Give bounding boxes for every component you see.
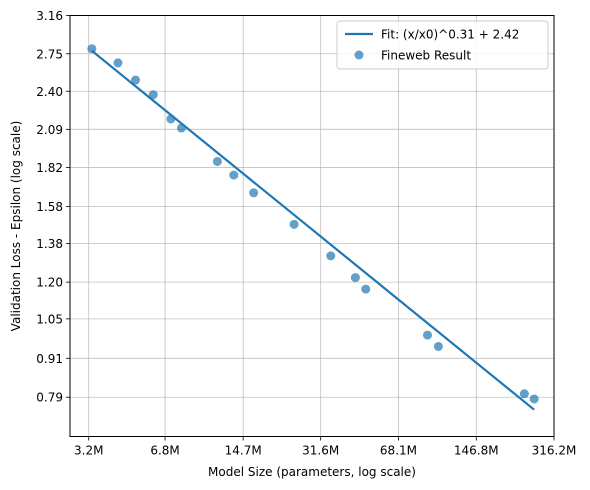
data-point	[519, 389, 529, 399]
data-point	[361, 284, 371, 294]
data-point	[326, 251, 336, 261]
data-point	[249, 188, 259, 198]
x-tick-label: 14.7M	[225, 444, 262, 458]
y-tick-label: 2.75	[36, 47, 63, 61]
legend-label-fineweb: Fineweb Result	[381, 49, 471, 63]
x-tick-label: 68.1M	[380, 444, 417, 458]
data-point	[212, 156, 222, 166]
data-point	[529, 394, 539, 404]
data-point	[422, 330, 432, 340]
data-point	[131, 75, 141, 85]
x-tick-label: 3.2M	[74, 444, 103, 458]
y-axis-label: Validation Loss - Epsilon (log scale)	[9, 121, 23, 332]
y-tick-label: 2.40	[36, 85, 63, 99]
data-point	[433, 341, 443, 351]
data-point	[350, 273, 360, 283]
scatter-points-layer	[87, 44, 539, 404]
y-tick-label: 1.05	[36, 312, 63, 326]
x-tick-label: 316.2M	[532, 444, 577, 458]
data-point	[289, 219, 299, 229]
y-tick-label: 3.16	[36, 9, 63, 23]
legend: Fit: (x/x0)^0.31 + 2.42 Fineweb Result	[336, 20, 549, 70]
y-axis-ticks: 0.79 0.91 1.05 1.20 1.38 1.58 1.82 2.09 2.40 2.75…	[36, 9, 70, 405]
y-tick-label: 0.79	[36, 391, 63, 405]
data-point	[166, 114, 176, 124]
fit-line	[91, 49, 535, 411]
y-tick-label: 1.20	[36, 276, 63, 290]
data-point	[113, 58, 123, 68]
legend-marker-swatch	[354, 50, 364, 60]
data-point	[87, 44, 97, 54]
data-point	[229, 170, 239, 180]
x-axis-label: Model Size (parameters, log scale)	[208, 465, 416, 479]
y-tick-label: 1.58	[36, 200, 63, 214]
y-tick-label: 1.38	[36, 237, 63, 251]
data-point	[176, 123, 186, 133]
legend-box	[336, 20, 549, 70]
plot-frame	[69, 15, 555, 437]
x-tick-label: 6.8M	[150, 444, 179, 458]
legend-label-fit: Fit: (x/x0)^0.31 + 2.42	[381, 28, 519, 42]
x-tick-label: 31.6M	[302, 444, 339, 458]
y-tick-label: 0.91	[36, 352, 63, 366]
x-axis-ticks: 3.2M 6.8M 14.7M 31.6M 68.1M 146.8M 316.2M	[74, 436, 577, 458]
data-point	[148, 90, 158, 100]
x-tick-label: 146.8M	[454, 444, 499, 458]
fit-line-layer	[91, 49, 535, 411]
y-tick-label: 2.09	[36, 123, 63, 137]
y-tick-label: 1.82	[36, 161, 63, 175]
